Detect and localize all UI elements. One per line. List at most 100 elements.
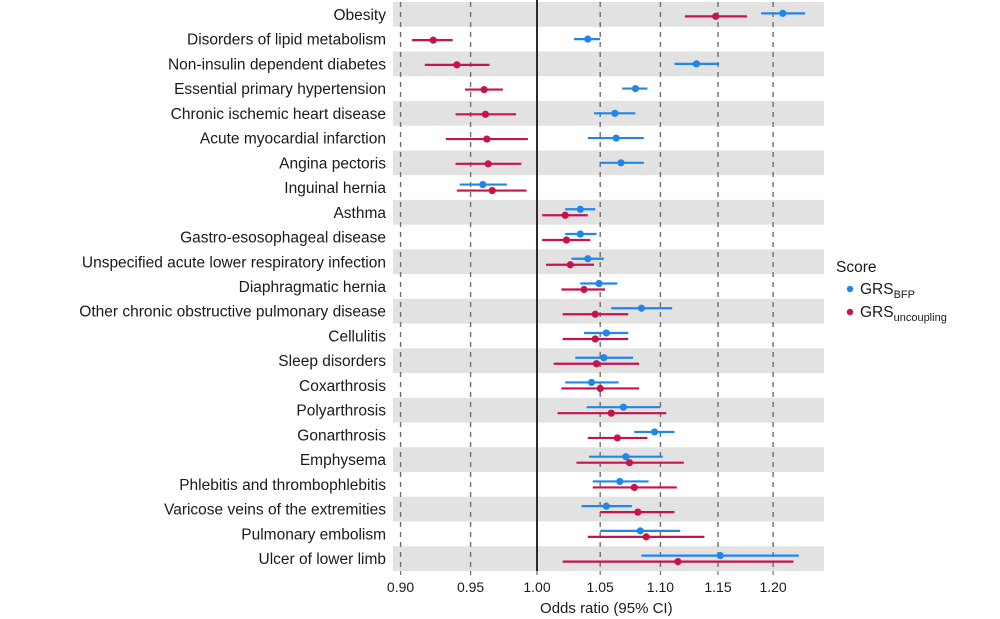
point-estimate-uncoupling xyxy=(674,558,682,566)
row-label: Unspecified acute lower respiratory infe… xyxy=(82,254,386,271)
point-estimate-uncoupling xyxy=(566,261,574,269)
point-estimate-uncoupling xyxy=(592,360,601,368)
row-band xyxy=(393,546,824,571)
row-label: Disorders of lipid metabolism xyxy=(187,32,386,49)
x-tick-label: 0.90 xyxy=(387,579,414,595)
point-estimate-bfp xyxy=(619,403,628,411)
point-estimate-bfp xyxy=(600,354,608,362)
point-estimate-uncoupling xyxy=(561,211,569,219)
estimate-uncoupling xyxy=(561,384,640,393)
point-estimate-bfp xyxy=(716,552,724,560)
point-estimate-uncoupling xyxy=(481,110,490,118)
point-estimate-uncoupling xyxy=(483,135,491,143)
point-estimate-bfp xyxy=(612,134,620,142)
point-estimate-uncoupling xyxy=(712,12,720,20)
estimate-bfp xyxy=(592,477,649,486)
gridlines xyxy=(399,2,774,571)
point-estimate-bfp xyxy=(779,9,787,17)
estimate-bfp xyxy=(575,354,634,362)
legend-marker-grs-bfp xyxy=(846,285,854,293)
point-estimate-uncoupling xyxy=(488,186,496,195)
x-axis-title: Odds ratio (95% CI) xyxy=(540,600,673,617)
estimate-bfp xyxy=(565,205,596,213)
row-label: Gastro-esosophageal disease xyxy=(180,230,386,247)
row-label: Non-insulin dependent diabetes xyxy=(168,56,386,73)
point-estimate-bfp xyxy=(576,230,584,238)
x-tick-label: 0.95 xyxy=(457,579,484,595)
point-estimate-uncoupling xyxy=(613,434,621,442)
point-estimate-bfp xyxy=(650,428,659,436)
point-estimate-bfp xyxy=(595,279,603,288)
row-label: Varicose veins of the extremities xyxy=(164,502,386,519)
point-estimate-uncoupling xyxy=(634,508,642,516)
point-estimate-bfp xyxy=(602,502,610,510)
estimate-bfp xyxy=(622,84,648,93)
x-tick-label: 1.15 xyxy=(704,579,731,595)
legend-label-grs-uncoupling: GRSuncoupling xyxy=(860,304,947,324)
estimate-bfp xyxy=(584,329,629,337)
estimate-uncoupling xyxy=(445,135,528,143)
point-estimate-uncoupling xyxy=(429,36,437,44)
point-estimate-bfp xyxy=(617,159,625,167)
point-estimate-uncoupling xyxy=(591,310,599,318)
estimate-uncoupling xyxy=(562,335,629,343)
row-band xyxy=(393,298,824,324)
row-labels: Obesity Disorders of lipid metabolism Non-… xyxy=(79,7,386,568)
x-axis: 0.90 0.95 1.00 1.05 1.10 1.15 1.20 xyxy=(387,571,787,595)
row-label: Asthma xyxy=(333,205,386,222)
estimate-uncoupling xyxy=(465,85,503,94)
row-band xyxy=(393,348,824,374)
x-tick-label: 1.00 xyxy=(523,579,550,595)
row-band xyxy=(393,447,824,473)
point-estimate-bfp xyxy=(622,453,630,461)
row-band xyxy=(393,397,824,423)
row-bands xyxy=(393,2,824,571)
point-estimate-uncoupling xyxy=(484,160,492,168)
row-label: Acute myocardial infarction xyxy=(200,131,386,148)
point-estimate-uncoupling xyxy=(562,236,571,244)
point-estimate-uncoupling xyxy=(630,483,638,492)
estimate-bfp xyxy=(674,60,720,68)
estimate-bfp xyxy=(641,552,799,560)
estimate-uncoupling xyxy=(561,285,606,294)
row-label: Diaphragmatic hernia xyxy=(239,279,387,296)
estimate-bfp xyxy=(600,527,681,535)
point-estimate-uncoupling xyxy=(591,335,599,343)
point-estimate-uncoupling xyxy=(480,85,488,94)
row-label: Coxarthrosis xyxy=(299,378,386,395)
row-band xyxy=(393,2,824,27)
point-estimate-bfp xyxy=(631,84,640,93)
x-tick-label: 1.10 xyxy=(647,579,674,595)
estimate-bfp xyxy=(600,159,644,167)
estimate-bfp xyxy=(580,279,618,288)
point-estimate-bfp xyxy=(692,60,701,68)
estimate-bfp xyxy=(634,428,675,436)
point-estimate-bfp xyxy=(602,329,610,337)
point-estimate-bfp xyxy=(616,477,624,486)
row-label: Inguinal hernia xyxy=(284,180,386,197)
legend-item-grs-uncoupling: GRSuncoupling xyxy=(846,304,947,324)
estimate-uncoupling xyxy=(424,61,490,69)
estimate-uncoupling xyxy=(553,360,640,368)
estimate-uncoupling xyxy=(587,533,705,541)
point-estimate-bfp xyxy=(587,378,596,387)
estimate-uncoupling xyxy=(576,459,684,467)
point-estimate-uncoupling xyxy=(607,409,615,417)
estimate-uncoupling xyxy=(546,261,595,269)
point-estimate-bfp xyxy=(584,255,592,263)
estimate-bfp xyxy=(586,403,661,411)
estimate-uncoupling xyxy=(557,409,667,417)
point-estimate-bfp xyxy=(479,180,487,189)
estimate-bfp xyxy=(611,304,673,312)
estimate-uncoupling xyxy=(600,508,675,516)
row-label: Gonarthrosis xyxy=(297,427,386,444)
row-label: Pulmonary embolism xyxy=(241,526,386,543)
estimate-uncoupling xyxy=(562,558,794,566)
row-label: Emphysema xyxy=(300,452,387,469)
point-estimate-uncoupling xyxy=(580,285,588,294)
row-label: Phlebitis and thrombophlebitis xyxy=(179,477,386,494)
estimate-bfp xyxy=(459,180,507,189)
row-label: Obesity xyxy=(333,7,386,24)
estimate-uncoupling xyxy=(542,211,588,219)
row-label: Chronic ischemic heart disease xyxy=(171,106,386,123)
